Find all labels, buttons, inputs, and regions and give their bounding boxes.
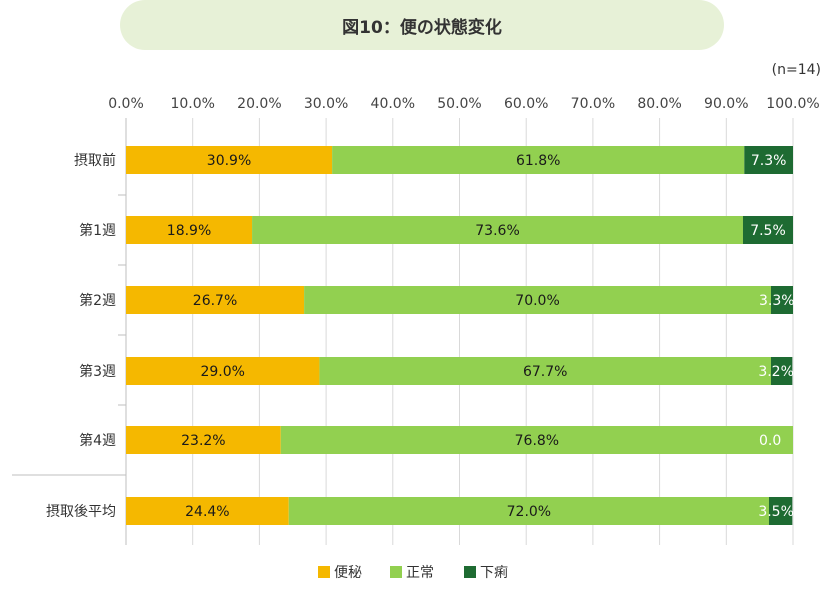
bar-segment-下痢 <box>770 357 793 385</box>
data-label: 23.2% <box>181 433 225 449</box>
x-tick-label: 10.0% <box>170 96 214 112</box>
data-label: 26.7% <box>193 293 237 309</box>
bar-segment-正常 <box>288 497 769 525</box>
data-label: 29.0% <box>200 364 244 380</box>
category-label: 第4週 <box>79 432 116 449</box>
bar-segment-正常 <box>304 286 771 314</box>
data-label: 72.0% <box>507 504 551 520</box>
data-label: 7.5% <box>750 223 786 239</box>
bar-segment-便秘 <box>126 286 305 314</box>
data-label: 67.7% <box>523 364 567 380</box>
x-tick-label: 50.0% <box>437 96 481 112</box>
x-tick-label: 0.0% <box>108 96 144 112</box>
data-label: 73.6% <box>475 223 519 239</box>
data-label: 24.4% <box>185 504 229 520</box>
x-tick-label: 70.0% <box>571 96 615 112</box>
bar-segment-便秘 <box>126 216 253 244</box>
category-label: 第2週 <box>79 292 116 309</box>
category-label: 第1週 <box>79 222 116 239</box>
data-label: 76.8% <box>515 433 559 449</box>
category-label: 摂取前 <box>74 152 116 169</box>
x-tick-label: 80.0% <box>637 96 681 112</box>
x-tick-label: 100.0% <box>766 96 819 112</box>
bar-segment-下痢 <box>742 216 793 244</box>
data-label: 61.8% <box>516 153 560 169</box>
legend-swatch <box>464 566 476 578</box>
legend-swatch <box>318 566 330 578</box>
x-tick-label: 60.0% <box>504 96 548 112</box>
x-tick-label: 90.0% <box>704 96 748 112</box>
data-label: 3.5% <box>758 504 794 520</box>
data-label: 7.3% <box>751 153 787 169</box>
data-label: 0.0 <box>759 433 781 449</box>
x-tick-label: 30.0% <box>304 96 348 112</box>
bar-segment-便秘 <box>126 357 320 385</box>
bar-segment-便秘 <box>126 146 333 174</box>
bar-segment-正常 <box>252 216 743 244</box>
x-tick-label: 20.0% <box>237 96 281 112</box>
legend-label: 正常 <box>406 565 434 581</box>
bar-segment-正常 <box>280 426 793 454</box>
legend-label: 下痢 <box>480 565 508 581</box>
legend-swatch <box>390 566 402 578</box>
bar-segment-下痢 <box>770 286 793 314</box>
category-label: 摂取後平均 <box>46 504 116 520</box>
data-label: 3.3% <box>759 293 795 309</box>
bar-segment-下痢 <box>744 146 793 174</box>
bar-segment-下痢 <box>768 497 793 525</box>
data-label: 70.0% <box>515 293 559 309</box>
data-label: 30.9% <box>207 153 251 169</box>
legend-label: 便秘 <box>334 565 362 581</box>
sample-size-note: (n=14) <box>771 62 821 78</box>
bar-segment-便秘 <box>126 497 289 525</box>
chart-title: 図10：便の状態変化 <box>120 0 724 50</box>
bar-segment-正常 <box>332 146 745 174</box>
category-label: 第3週 <box>79 363 116 380</box>
bar-segment-正常 <box>319 357 771 385</box>
data-label: 18.9% <box>167 223 211 239</box>
bar-segment-便秘 <box>126 426 281 454</box>
x-tick-label: 40.0% <box>371 96 415 112</box>
data-label: 3.2% <box>758 364 794 380</box>
